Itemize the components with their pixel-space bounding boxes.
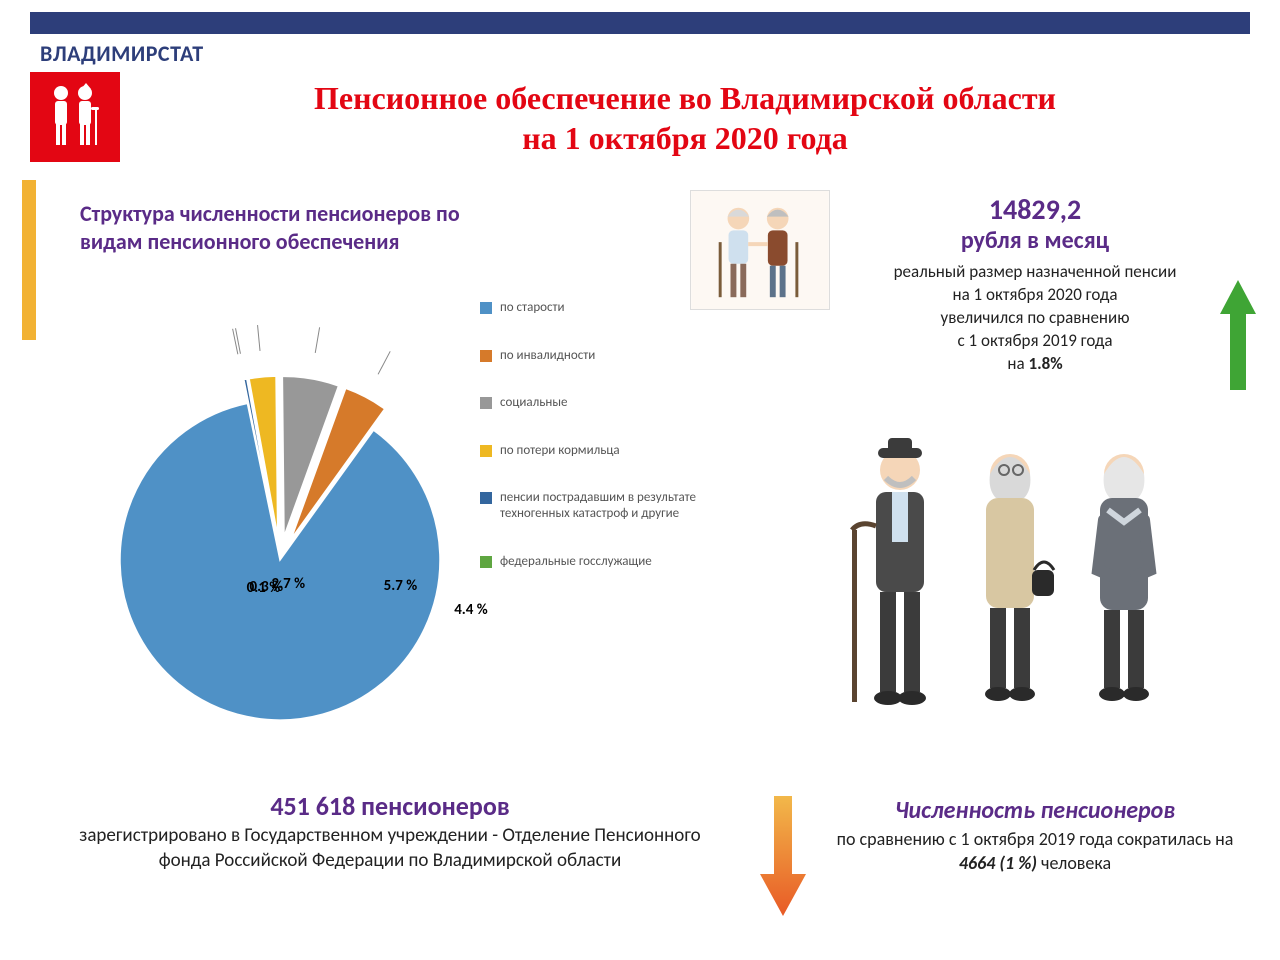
total-pensioners: 451 618 пенсионеров: [70, 790, 710, 822]
pie-chart-title: Структура численности пенсионеров по вид…: [80, 200, 520, 255]
pie-slice-label: 4.4 %: [454, 601, 488, 619]
decline-block: Численность пенсионеров по сравнению с 1…: [820, 796, 1250, 876]
header-bar: [30, 12, 1250, 34]
pension-desc: реальный размер назначенной пенсиина 1 о…: [850, 261, 1220, 376]
pension-amount: 14829,2: [850, 195, 1220, 226]
elderly-couple-illustration: [690, 190, 830, 310]
pension-unit: рубля в месяц: [850, 226, 1220, 255]
decline-title: Численность пенсионеров: [820, 796, 1250, 825]
legend-label: по старости: [500, 300, 565, 316]
legend-label: федеральные госслужащие: [500, 554, 652, 570]
pie-chart: 0.1 %0.3 %2.7 %5.7 %4.4 %86.8 %: [60, 260, 500, 720]
legend-item: социальные: [480, 395, 700, 411]
legend-swatch: [480, 445, 492, 457]
pie-slice-label: 86.8 %: [316, 884, 357, 902]
legend-swatch: [480, 302, 492, 314]
down-arrow-icon: [760, 796, 806, 916]
legend-label: социальные: [500, 395, 567, 411]
legend-item: по инвалидности: [480, 348, 700, 364]
pension-amount-block: 14829,2 рубля в месяц реальный размер на…: [850, 195, 1220, 375]
legend-item: федеральные госслужащие: [480, 554, 700, 570]
legend-item: по старости: [480, 300, 700, 316]
legend-label: по инвалидности: [500, 348, 595, 364]
side-accent: [22, 180, 36, 340]
pie-slice-label: 5.7 %: [384, 577, 418, 595]
legend-label: пенсии пострадавшим в результате техноге…: [500, 490, 700, 521]
elderly-trio-illustration: [830, 420, 1190, 720]
total-pensioners-block: 451 618 пенсионеров зарегистрировано в Г…: [70, 790, 710, 873]
decline-desc: по сравнению с 1 октября 2019 года сокра…: [820, 827, 1250, 876]
elderly-icon: [30, 72, 120, 162]
legend-swatch: [480, 397, 492, 409]
legend-item: пенсии пострадавшим в результате техноге…: [480, 490, 700, 521]
page-title: Пенсионное обеспечение во Владимирской о…: [150, 78, 1220, 158]
title-line2: на 1 октября 2020 года: [150, 118, 1220, 158]
pie-legend: по старости по инвалидности социальные по п…: [480, 300, 700, 601]
org-name: ВЛАДИМИРСТАТ: [40, 40, 204, 67]
legend-swatch: [480, 350, 492, 362]
up-arrow-icon: [1220, 280, 1256, 390]
title-line1: Пенсионное обеспечение во Владимирской о…: [150, 78, 1220, 118]
legend-swatch: [480, 556, 492, 568]
total-desc: зарегистрировано в Государственном учреж…: [70, 824, 710, 873]
legend-swatch: [480, 492, 492, 504]
pie-slice-label: 2.7 %: [272, 575, 306, 593]
legend-label: по потери кормильца: [500, 443, 620, 459]
legend-item: по потери кормильца: [480, 443, 700, 459]
